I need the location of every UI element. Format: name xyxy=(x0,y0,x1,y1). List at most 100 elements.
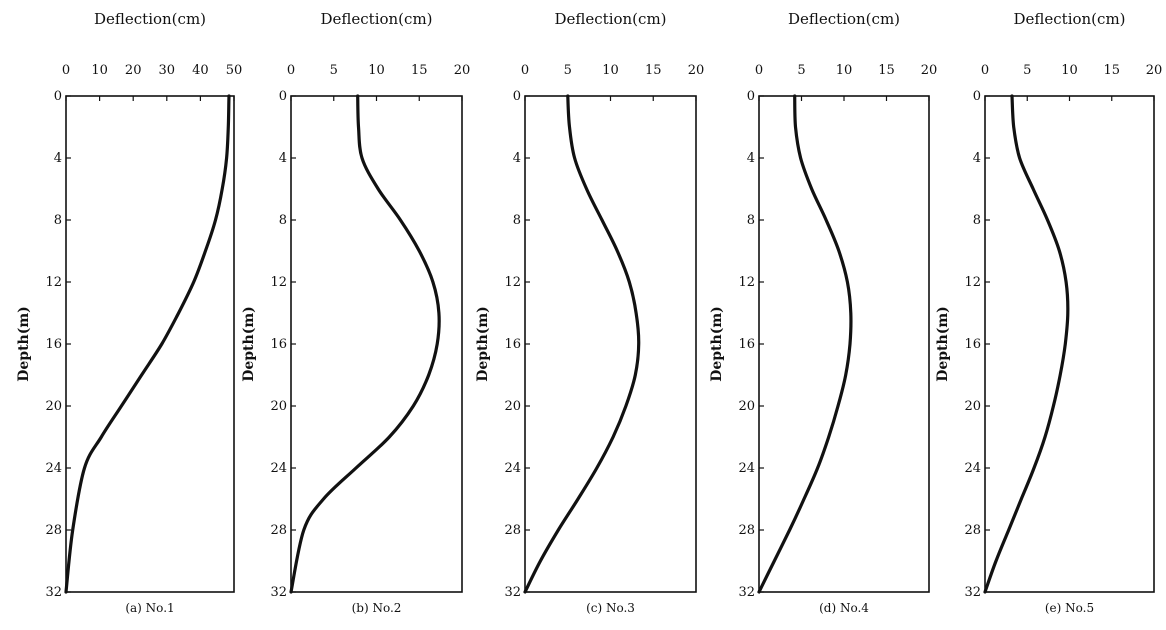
x-tick-label: 5 xyxy=(797,63,805,78)
y-tick-label: 28 xyxy=(504,523,521,538)
x-tick-label: 15 xyxy=(411,63,428,78)
y-tick-label: 8 xyxy=(54,213,62,228)
panel-title: Deflection(cm) xyxy=(788,10,900,28)
y-tick-label: 12 xyxy=(964,275,981,290)
y-tick-label: 0 xyxy=(973,89,981,104)
y-tick-label: 8 xyxy=(747,213,755,228)
y-tick-label: 4 xyxy=(513,151,521,166)
y-tick-label: 24 xyxy=(270,461,287,476)
deflection-curve xyxy=(757,94,853,594)
y-tick-label: 20 xyxy=(504,399,521,414)
y-axis-label: Depth(m) xyxy=(475,306,491,382)
y-tick-label: 4 xyxy=(279,151,287,166)
plot-frame xyxy=(65,95,235,593)
y-tick-label: 20 xyxy=(738,399,755,414)
panel-1: Deflection(cm) 0 10 20 30 40 50 0 4 8 12 16 20 24 28 32… xyxy=(16,10,242,615)
y-tick-label: 24 xyxy=(738,461,755,476)
y-tick-label: 16 xyxy=(964,337,981,352)
y-tick-label: 12 xyxy=(270,275,287,290)
x-tick-label: 10 xyxy=(91,63,108,78)
y-tick-label: 32 xyxy=(270,585,287,600)
x-tick-label: 20 xyxy=(1146,63,1163,78)
y-tick-label: 24 xyxy=(45,461,62,476)
y-tick-label: 8 xyxy=(513,213,521,228)
y-tick-label: 28 xyxy=(738,523,755,538)
y-axis-label: Depth(m) xyxy=(709,306,725,382)
y-tick-label: 16 xyxy=(504,337,521,352)
y-tick-label: 0 xyxy=(513,89,521,104)
x-tick-label: 0 xyxy=(981,63,989,78)
y-tick-label: 8 xyxy=(279,213,287,228)
y-tick-label: 8 xyxy=(973,213,981,228)
y-tick-label: 20 xyxy=(45,399,62,414)
y-tick-label: 28 xyxy=(45,523,62,538)
y-tick-label: 24 xyxy=(964,461,981,476)
x-tick-label: 0 xyxy=(62,63,70,78)
x-tick-label: 5 xyxy=(330,63,338,78)
x-tick-label: 15 xyxy=(645,63,662,78)
y-tick-label: 24 xyxy=(504,461,521,476)
panel-title: Deflection(cm) xyxy=(554,10,666,28)
y-tick-label: 0 xyxy=(54,89,62,104)
x-tick-label: 30 xyxy=(159,63,176,78)
y-tick-label: 0 xyxy=(279,89,287,104)
x-tick-label: 15 xyxy=(878,63,895,78)
x-tick-label: 0 xyxy=(287,63,295,78)
y-tick-label: 4 xyxy=(54,151,62,166)
plot-frame xyxy=(984,95,1155,593)
deflection-curve xyxy=(983,94,1070,594)
y-tick-label: 16 xyxy=(45,337,62,352)
plot-frame xyxy=(524,95,697,593)
y-axis-label: Depth(m) xyxy=(241,306,257,382)
y-tick-label: 32 xyxy=(738,585,755,600)
x-tick-label: 10 xyxy=(602,63,619,78)
x-tick-label: 15 xyxy=(1103,63,1120,78)
y-tick-label: 12 xyxy=(738,275,755,290)
x-tick-label: 50 xyxy=(226,63,243,78)
panel-caption: (c) No.3 xyxy=(586,601,635,615)
x-tick-label: 10 xyxy=(1061,63,1078,78)
y-tick-label: 32 xyxy=(504,585,521,600)
x-tick-label: 5 xyxy=(564,63,572,78)
panel-title: Deflection(cm) xyxy=(94,10,206,28)
panel-title: Deflection(cm) xyxy=(320,10,432,28)
x-tick-label: 20 xyxy=(688,63,705,78)
panel-caption: (b) No.2 xyxy=(352,601,402,615)
x-tick-label: 20 xyxy=(454,63,471,78)
y-tick-label: 20 xyxy=(270,399,287,414)
x-tick-label: 5 xyxy=(1023,63,1031,78)
x-tick-label: 20 xyxy=(921,63,938,78)
deflection-curve xyxy=(64,94,231,594)
panel-title: Deflection(cm) xyxy=(1013,10,1125,28)
panel-3: Deflection(cm) 0 5 10 15 20 0 4 8 12 16 20 24 28 32 Dep… xyxy=(475,10,704,615)
x-tick-label: 10 xyxy=(368,63,385,78)
y-tick-label: 28 xyxy=(964,523,981,538)
y-tick-label: 4 xyxy=(747,151,755,166)
x-tick-label: 10 xyxy=(836,63,853,78)
x-tick-label: 0 xyxy=(521,63,529,78)
y-tick-label: 32 xyxy=(964,585,981,600)
plot-frame xyxy=(758,95,930,593)
x-tick-label: 0 xyxy=(755,63,763,78)
y-tick-label: 32 xyxy=(45,585,62,600)
deflection-curve xyxy=(523,94,641,594)
x-tick-label: 20 xyxy=(125,63,142,78)
y-tick-label: 4 xyxy=(973,151,981,166)
y-tick-label: 12 xyxy=(45,275,62,290)
deflection-curve xyxy=(289,94,441,594)
panel-caption: (e) No.5 xyxy=(1045,601,1094,615)
x-tick-label: 40 xyxy=(192,63,209,78)
panel-5: Deflection(cm) 0 5 10 15 20 0 4 8 12 16 20 24 28 32 Dep… xyxy=(935,10,1162,615)
y-tick-label: 0 xyxy=(747,89,755,104)
y-tick-label: 12 xyxy=(504,275,521,290)
panel-caption: (a) No.1 xyxy=(125,601,174,615)
panel-2: Deflection(cm) 0 5 10 15 20 0 4 8 12 16 20 24 28 32 Dep… xyxy=(241,10,470,615)
panel-4: Deflection(cm) 0 5 10 15 20 0 4 8 12 16 20 24 28 32 Dep… xyxy=(709,10,937,615)
y-tick-label: 20 xyxy=(964,399,981,414)
y-tick-label: 28 xyxy=(270,523,287,538)
y-axis-label: Depth(m) xyxy=(935,306,951,382)
panel-caption: (d) No.4 xyxy=(819,601,869,615)
y-axis-label: Depth(m) xyxy=(16,306,32,382)
